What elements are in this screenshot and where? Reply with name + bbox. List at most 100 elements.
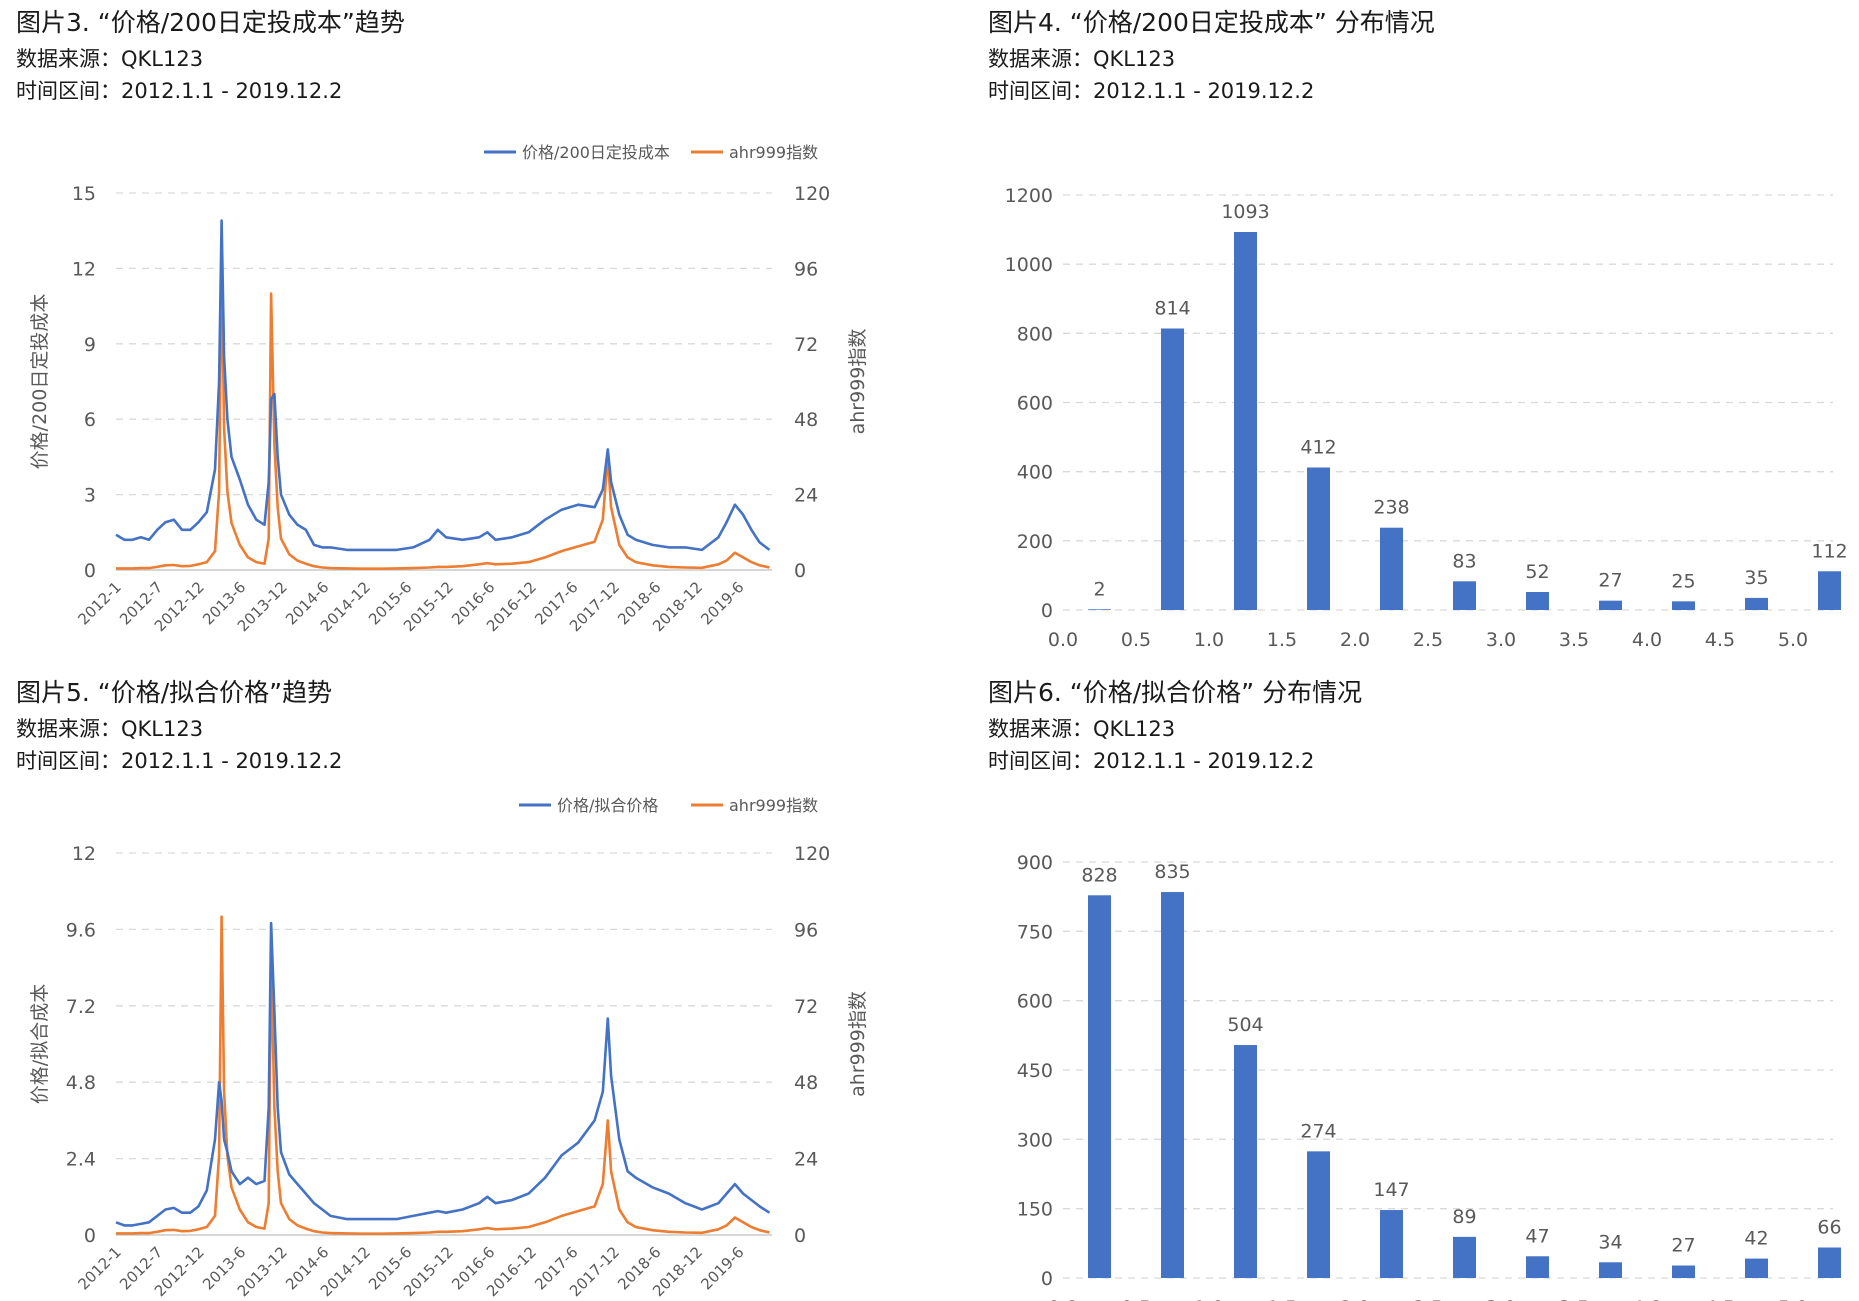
series-line-ratio: [115, 219, 771, 552]
panel-price-fitted-distribution: 图片6. “价格/拟合价格” 分布情况 数据来源：QKL123 时间区间：201…: [988, 678, 1848, 1301]
y-tick-label: 12: [72, 258, 96, 280]
bar: [1453, 581, 1476, 610]
y2-axis-title: ahr999指数: [847, 329, 869, 435]
bar: [1307, 467, 1330, 610]
bar: [1672, 1265, 1695, 1278]
y-tick-label: 12: [72, 843, 96, 865]
bar-data-label: 112: [1811, 540, 1847, 562]
bar-data-label: 835: [1154, 861, 1190, 883]
y-tick-label: 15: [72, 183, 96, 205]
y-tick-label: 0: [1041, 1268, 1053, 1290]
chart-title: 图片5. “价格/拟合价格”趋势: [16, 678, 333, 707]
bar-data-label: 52: [1525, 561, 1549, 583]
y2-tick-label: 48: [794, 409, 818, 431]
time-range: 时间区间：2012.1.1 - 2019.12.2: [16, 749, 343, 773]
bar-data-label: 412: [1300, 437, 1336, 459]
bar: [1672, 601, 1695, 610]
bar: [1380, 527, 1403, 610]
x-tick-label: 3.5: [1559, 629, 1589, 651]
y-tick-label: 600: [1017, 991, 1053, 1013]
bar: [1161, 892, 1184, 1278]
panel-header: 图片5. “价格/拟合价格”趋势 数据来源：QKL123 时间区间：2012.1…: [16, 678, 342, 774]
x-tick-label: 2.0: [1340, 629, 1370, 651]
x-tick-label: 1.5: [1267, 629, 1297, 651]
legend-label-ahr999: ahr999指数: [729, 796, 818, 815]
x-tick-label: 2012-1: [75, 578, 125, 628]
x-tick-label: 2012-1: [75, 1243, 125, 1293]
y-tick-label: 0: [84, 1225, 96, 1247]
x-tick-label: 4.5: [1705, 629, 1735, 651]
y-tick-label: 400: [1017, 462, 1053, 484]
bar: [1234, 1045, 1257, 1278]
chart-title: 图片6. “价格/拟合价格” 分布情况: [988, 678, 1363, 707]
bar-data-label: 47: [1525, 1225, 1549, 1247]
x-tick-label: 3.0: [1486, 629, 1516, 651]
x-tick-label: 0.0: [1048, 629, 1078, 651]
y-tick-label: 200: [1017, 531, 1053, 553]
series-line-ahr999: [116, 915, 770, 1236]
bar: [1307, 1151, 1330, 1278]
line-chart-price-200d: 036912150244872961202012-12012-72012-122…: [29, 143, 869, 635]
bar: [1526, 592, 1549, 610]
x-tick-label: 0.0: [1048, 1297, 1078, 1301]
bar-data-label: 66: [1817, 1216, 1841, 1238]
bar: [1526, 1256, 1549, 1278]
bar-data-label: 27: [1671, 1235, 1695, 1257]
data-source: 数据来源：QKL123: [988, 47, 1176, 71]
bar: [1818, 1247, 1841, 1278]
panel-header: 图片3. “价格/200日定投成本”趋势 数据来源：QKL123 时间区间：20…: [16, 8, 405, 104]
bar: [1453, 1236, 1476, 1278]
x-tick-label: 0.5: [1121, 629, 1151, 651]
y-tick-label: 0: [84, 560, 96, 582]
y-tick-label: 0: [1041, 600, 1053, 622]
y-tick-label: 600: [1017, 393, 1053, 415]
x-tick-label: 2.5: [1413, 629, 1443, 651]
bar-data-label: 828: [1081, 864, 1117, 886]
y-tick-label: 2.4: [66, 1149, 96, 1171]
panel-price-200d-distribution: 图片4. “价格/200日定投成本” 分布情况 数据来源：QKL123 时间区间…: [988, 8, 1848, 651]
legend-label-ratio: 价格/200日定投成本: [522, 143, 670, 162]
bar: [1161, 328, 1184, 610]
series-line-ahr999: [116, 254, 770, 571]
y-tick-label: 900: [1017, 852, 1053, 874]
line-chart-price-fitted: 02.44.87.29.6120244872961202012-12012-72…: [29, 796, 869, 1300]
x-tick-label: 0.5: [1121, 1297, 1151, 1301]
y-tick-label: 1000: [1005, 254, 1053, 276]
chart-title: 图片4. “价格/200日定投成本” 分布情况: [988, 8, 1435, 37]
bar-data-label: 83: [1452, 550, 1476, 572]
y2-tick-label: 0: [794, 1225, 806, 1247]
bar-data-label: 504: [1227, 1014, 1263, 1036]
y-axis-title: 价格/拟合成本: [29, 984, 51, 1104]
x-tick-label: 3.0: [1486, 1297, 1516, 1301]
time-range: 时间区间：2012.1.1 - 2019.12.2: [16, 79, 343, 103]
bar-chart-price-200d-distribution: 0 200 400 600 800 1000 1200 0.0 0.5 1.0 1.5 2.0 2.5 3…: [1005, 185, 1848, 651]
bar-data-label: 34: [1598, 1231, 1622, 1253]
x-tick-label: 5.0: [1778, 1297, 1808, 1301]
y2-tick-label: 24: [794, 1149, 818, 1171]
x-tick-label: 2.0: [1340, 1297, 1370, 1301]
chart-title: 图片3. “价格/200日定投成本”趋势: [16, 8, 405, 37]
bar-data-label: 25: [1671, 570, 1695, 592]
y-tick-label: 7.2: [66, 996, 96, 1018]
bar: [1599, 600, 1622, 610]
y-tick-label: 150: [1017, 1199, 1053, 1221]
y2-tick-label: 96: [794, 258, 818, 280]
bar: [1745, 597, 1768, 610]
bar-data-label: 1093: [1221, 201, 1269, 223]
bar: [1818, 571, 1841, 610]
x-tick-label: 4.0: [1632, 1297, 1662, 1301]
bar: [1745, 1258, 1768, 1278]
y2-axis-title: ahr999指数: [847, 991, 869, 1097]
y-tick-label: 800: [1017, 323, 1053, 345]
x-tick-label: 2019-6: [697, 578, 747, 628]
bar: [1380, 1210, 1403, 1278]
y2-tick-label: 96: [794, 919, 818, 941]
bar-data-label: 89: [1452, 1206, 1476, 1228]
y-tick-label: 3: [84, 485, 96, 507]
x-tick-label: 3.5: [1559, 1297, 1589, 1301]
legend-label-ratio: 价格/拟合价格: [557, 796, 658, 815]
x-tick-label: 4.0: [1632, 629, 1662, 651]
time-range: 时间区间：2012.1.1 - 2019.12.2: [988, 749, 1315, 773]
y-tick-label: 450: [1017, 1060, 1053, 1082]
data-source: 数据来源：QKL123: [988, 717, 1176, 741]
